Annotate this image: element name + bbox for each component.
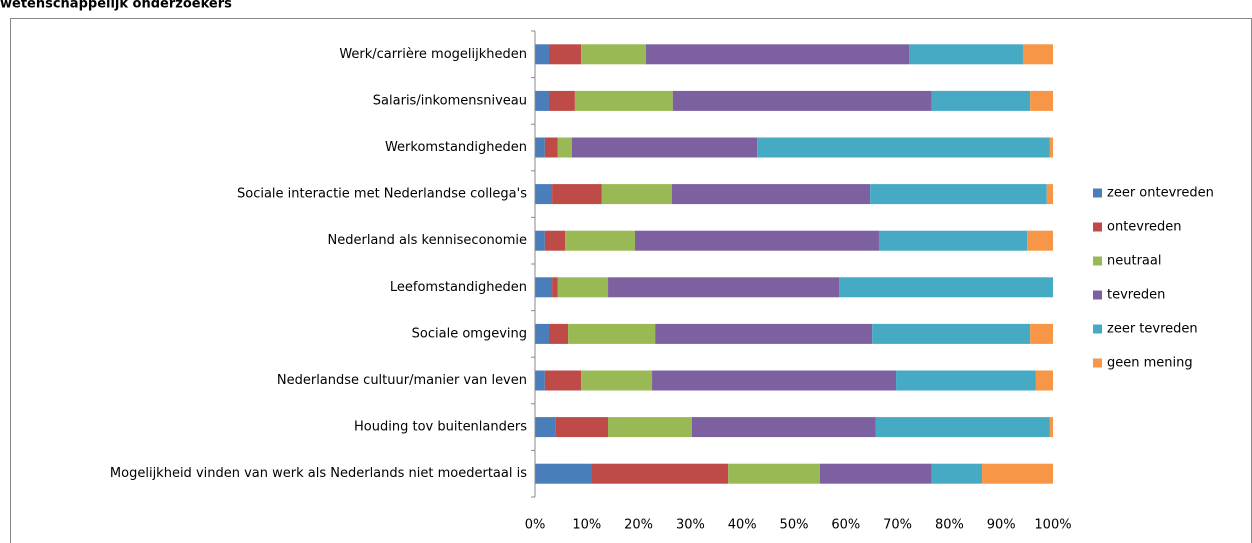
bar-segment [535,323,549,344]
legend-label: zeer ontevreden [1107,186,1214,201]
bar-segment [1030,323,1053,344]
x-tick-label: 90% [987,518,1016,533]
bar-segment [535,44,549,65]
y-tick-label: Salaris/inkomensniveau [373,93,527,108]
x-tick-label: 0% [525,518,546,533]
y-tick-label: Werk/carrière mogelijkheden [339,47,527,62]
bar-segment [581,370,653,391]
bar-segment [552,184,602,205]
bar-segment [568,323,656,344]
bar-segment [819,463,932,484]
y-tick-label: Leefomstandigheden [390,280,527,295]
bar-segment [544,370,582,391]
bar-segment [908,44,1023,65]
x-tick-label: 100% [1034,518,1071,533]
legend-label: geen mening [1107,356,1193,371]
bar-segment [652,370,897,391]
x-tick-label: 80% [935,518,964,533]
bar-segment [544,230,566,251]
y-tick-label: Nederland als kenniseconomie [328,233,528,248]
legend-label: neutraal [1107,254,1161,269]
legend-swatch [1093,358,1102,368]
legend-label: zeer tevreden [1107,322,1198,337]
legend-swatch [1093,290,1102,300]
legend-swatch [1093,256,1102,266]
y-tick-label: Sociale interactie met Nederlandse colle… [237,187,527,202]
bar-segment [535,417,556,438]
bar-segment [535,230,545,251]
x-tick-label: 30% [676,518,705,533]
bar-segment [1022,44,1053,65]
y-tick-label: Nederlandse cultuur/manier van leven [277,373,527,388]
x-tick-label: 50% [780,518,809,533]
y-tick-label: Houding tov buitenlanders [354,420,527,435]
bar-segment [870,184,1047,205]
bar-segment [896,370,1036,391]
bar-segment [535,90,549,111]
bar-segment [872,323,1031,344]
bar-segment [931,90,1031,111]
bar-segment [535,277,553,298]
legend-swatch [1093,324,1102,334]
bar-segment [1049,137,1053,158]
bar-segment [571,137,758,158]
bar-segment [574,90,673,111]
bar-segment [839,277,1053,298]
bar-segment [565,230,635,251]
bar-segment [691,417,876,438]
bar-segment [557,277,609,298]
bar-segment [671,184,871,205]
bar-segment [591,463,729,484]
bar-segment [608,417,692,438]
bar-segment [535,184,553,205]
x-tick-label: 70% [883,518,912,533]
y-tick-label: Sociale omgeving [412,326,527,341]
bar-segment [548,90,575,111]
bar-segment [608,277,840,298]
bar-segment [672,90,932,111]
y-tick-label: Werkomstandigheden [385,140,527,155]
bar-segment [552,277,558,298]
bar-segment [1027,230,1053,251]
chart-title: wetenschappelijk onderzoekers [0,0,232,12]
bar-segment [544,137,558,158]
bar-segment [1030,90,1053,111]
x-tick-label: 40% [728,518,757,533]
x-tick-label: 10% [572,518,601,533]
bar-segment [535,137,545,158]
bar-segment [1046,184,1053,205]
bar-segment [601,184,672,205]
bar-segment [555,417,609,438]
bar-segment [728,463,820,484]
bar-segment [548,44,582,65]
legend-label: tevreden [1107,288,1165,303]
x-tick-label: 20% [624,518,653,533]
bar-segment [548,323,569,344]
bar-segment [645,44,909,65]
bar-segment [581,44,646,65]
y-tick-label: Mogelijkheid vinden van werk als Nederla… [110,466,527,481]
bar-segment [757,137,1050,158]
bar-segment [875,417,1050,438]
bar-segment [535,463,592,484]
legend-swatch [1093,222,1102,232]
bar-segment [655,323,873,344]
bar-segment [878,230,1028,251]
legend-swatch [1093,188,1102,198]
bar-segment [535,370,545,391]
bar-segment [982,463,1053,484]
bar-segment [931,463,983,484]
legend-label: ontevreden [1107,220,1182,235]
bar-segment [1035,370,1053,391]
x-tick-label: 60% [831,518,860,533]
bar-segment [557,137,572,158]
bar-segment [634,230,879,251]
bar-segment [1049,417,1053,438]
